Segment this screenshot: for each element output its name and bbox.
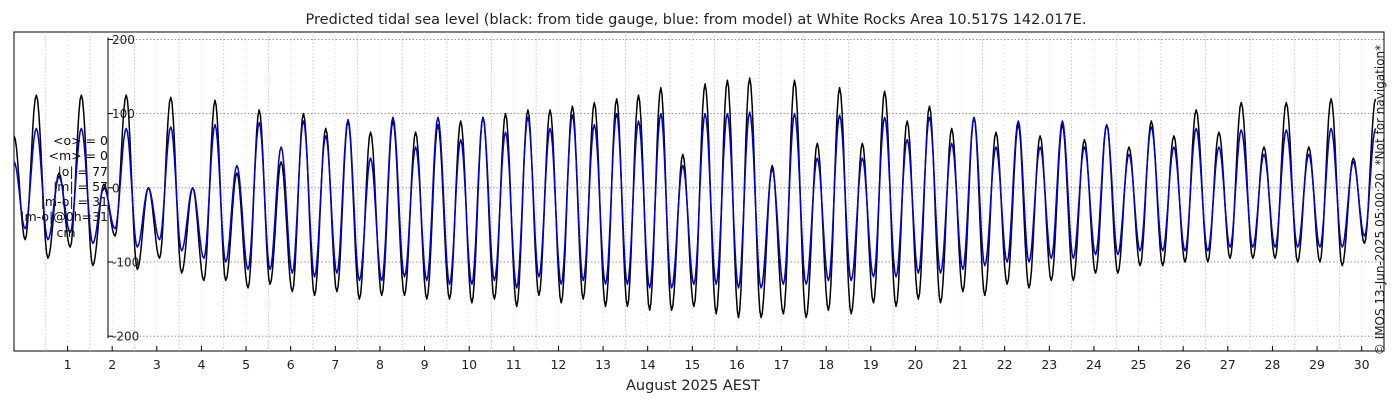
x-tick-label-28: 28 xyxy=(1264,357,1280,372)
x-tick-label-5: 5 xyxy=(242,357,250,372)
statistics-panel: <o> = 0 <m> = 0 |o| = 77 |m| = 57 |m-o| … xyxy=(10,133,108,240)
x-tick-label-18: 18 xyxy=(818,357,834,372)
series-line-model xyxy=(13,111,1377,289)
x-tick-label-17: 17 xyxy=(774,357,790,372)
stat-mean-observed: <o> = 0 xyxy=(53,133,108,148)
stat-mean-model: <m> = 0 xyxy=(48,148,109,164)
stat-unit: cm xyxy=(56,224,76,240)
x-tick-label-7: 7 xyxy=(331,357,339,372)
stat-abs-diff-0h: |m-o|@0h=31 xyxy=(20,209,108,225)
x-tick-label-19: 19 xyxy=(863,357,879,372)
x-tick-label-13: 13 xyxy=(595,357,611,372)
stat-abs-observed: |o| = 77 xyxy=(57,163,108,179)
y-tick-label--100: -100 xyxy=(112,255,139,269)
x-tick-label-22: 22 xyxy=(997,357,1013,372)
x-tick-label-11: 11 xyxy=(506,357,522,372)
x-axis-label: August 2025 AEST xyxy=(626,378,760,394)
plot-frame xyxy=(13,31,1385,352)
grid-lines xyxy=(44,32,1384,351)
x-tick-label-16: 16 xyxy=(729,357,745,372)
stat-abs-model: |m| = 57 xyxy=(53,178,108,194)
y-tick-label--200: -200 xyxy=(112,330,139,344)
x-tick-label-24: 24 xyxy=(1086,357,1102,372)
copyright-text: © IMOS 13-Jun-2025 05:00:20. *Not for na… xyxy=(1373,44,1387,356)
x-tick-label-14: 14 xyxy=(640,357,656,372)
x-tick-label-10: 10 xyxy=(461,357,477,372)
x-tick-label-6: 6 xyxy=(287,357,295,372)
x-axis: 1 2 3 4 5 6 7 8 9 10 11 12 13 14 15 16 17 18 19 20 21 22 23 24 2… xyxy=(64,346,1370,372)
x-tick-label-21: 21 xyxy=(952,357,968,372)
x-tick-label-9: 9 xyxy=(421,357,429,372)
x-tick-label-30: 30 xyxy=(1354,357,1370,372)
x-tick-label-8: 8 xyxy=(376,357,384,372)
x-tick-label-29: 29 xyxy=(1309,357,1325,372)
y-tick-label-0: 0 xyxy=(112,181,120,195)
x-tick-label-25: 25 xyxy=(1131,357,1147,372)
x-tick-label-27: 27 xyxy=(1220,357,1236,372)
series-lines xyxy=(13,77,1377,319)
y-tick-label-200: 200 xyxy=(112,33,135,47)
stat-abs-diff: |m-o| = 31 xyxy=(40,194,108,210)
x-tick-label-23: 23 xyxy=(1041,357,1057,372)
x-tick-label-4: 4 xyxy=(197,357,205,372)
x-tick-label-26: 26 xyxy=(1175,357,1191,372)
x-tick-label-15: 15 xyxy=(684,357,700,372)
x-tick-label-20: 20 xyxy=(907,357,923,372)
x-tick-label-3: 3 xyxy=(153,357,161,372)
x-tick-label-1: 1 xyxy=(64,357,72,372)
x-tick-label-12: 12 xyxy=(550,357,566,372)
chart-title: Predicted tidal sea level (black: from t… xyxy=(306,12,1087,28)
x-tick-label-2: 2 xyxy=(108,357,116,372)
